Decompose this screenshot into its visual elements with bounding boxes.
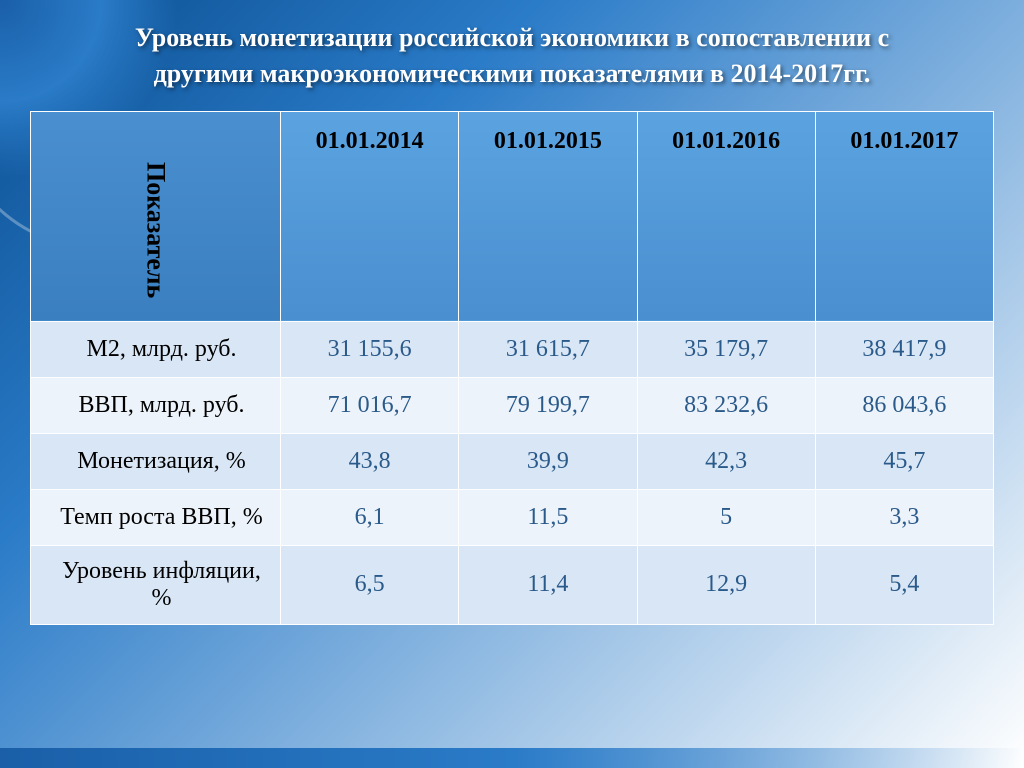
cell-value: 5 bbox=[637, 489, 815, 545]
cell-value: 3,3 bbox=[815, 489, 993, 545]
cell-value: 6,5 bbox=[281, 545, 459, 624]
table-row: Темп роста ВВП, % 6,1 11,5 5 3,3 bbox=[31, 489, 994, 545]
cell-value: 86 043,6 bbox=[815, 377, 993, 433]
cell-value: 31 155,6 bbox=[281, 321, 459, 377]
row-label-gdp: ВВП, млрд. руб. bbox=[31, 377, 281, 433]
column-header-2017: 01.01.2017 bbox=[815, 111, 993, 321]
cell-value: 45,7 bbox=[815, 433, 993, 489]
cell-value: 43,8 bbox=[281, 433, 459, 489]
row-label-inflation: Уровень инфляции, % bbox=[31, 545, 281, 624]
cell-value: 11,5 bbox=[459, 489, 637, 545]
indicator-header-text: Показатель bbox=[141, 132, 171, 298]
indicator-column-header: Показатель bbox=[31, 111, 281, 321]
table-row: Монетизация, % 43,8 39,9 42,3 45,7 bbox=[31, 433, 994, 489]
cell-value: 11,4 bbox=[459, 545, 637, 624]
table-row: ВВП, млрд. руб. 71 016,7 79 199,7 83 232… bbox=[31, 377, 994, 433]
cell-value: 83 232,6 bbox=[637, 377, 815, 433]
table-row: М2, млрд. руб. 31 155,6 31 615,7 35 179,… bbox=[31, 321, 994, 377]
table-header-row: Показатель 01.01.2014 01.01.2015 01.01.2… bbox=[31, 111, 994, 321]
column-header-2016: 01.01.2016 bbox=[637, 111, 815, 321]
cell-value: 38 417,9 bbox=[815, 321, 993, 377]
row-label-monetization: Монетизация, % bbox=[31, 433, 281, 489]
cell-value: 39,9 bbox=[459, 433, 637, 489]
row-label-m2: М2, млрд. руб. bbox=[31, 321, 281, 377]
cell-value: 31 615,7 bbox=[459, 321, 637, 377]
cell-value: 35 179,7 bbox=[637, 321, 815, 377]
cell-value: 6,1 bbox=[281, 489, 459, 545]
column-header-2015: 01.01.2015 bbox=[459, 111, 637, 321]
cell-value: 71 016,7 bbox=[281, 377, 459, 433]
cell-value: 79 199,7 bbox=[459, 377, 637, 433]
slide-content: Уровень монетизации российской экономики… bbox=[0, 0, 1024, 645]
cell-value: 42,3 bbox=[637, 433, 815, 489]
monetization-table: Показатель 01.01.2014 01.01.2015 01.01.2… bbox=[30, 111, 994, 625]
cell-value: 5,4 bbox=[815, 545, 993, 624]
footer-decoration bbox=[0, 748, 1024, 768]
table-row: Уровень инфляции, % 6,5 11,4 12,9 5,4 bbox=[31, 545, 994, 624]
row-label-gdp-growth: Темп роста ВВП, % bbox=[31, 489, 281, 545]
cell-value: 12,9 bbox=[637, 545, 815, 624]
page-title: Уровень монетизации российской экономики… bbox=[30, 20, 994, 93]
column-header-2014: 01.01.2014 bbox=[281, 111, 459, 321]
